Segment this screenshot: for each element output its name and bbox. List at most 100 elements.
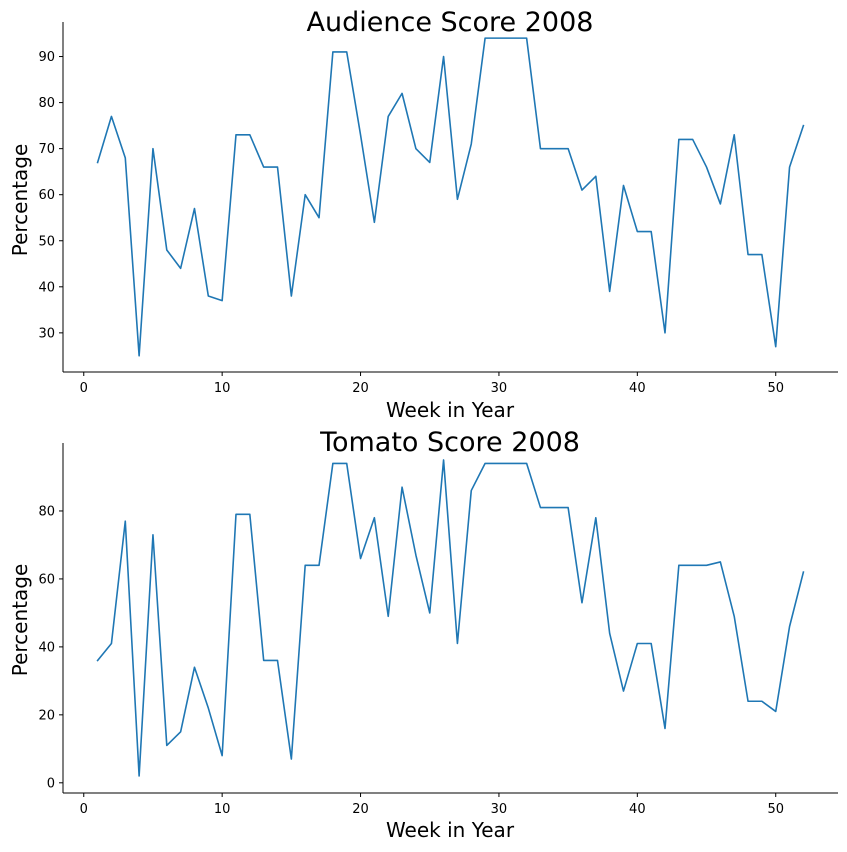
x-tick-label: 0 bbox=[80, 802, 88, 817]
data-point bbox=[138, 775, 140, 777]
x-tick-label: 20 bbox=[352, 802, 369, 817]
data-point bbox=[124, 520, 126, 522]
data-point bbox=[692, 139, 694, 141]
y-tick-label: 40 bbox=[38, 640, 55, 655]
data-point bbox=[429, 612, 431, 614]
data-point bbox=[706, 565, 708, 567]
data-point bbox=[152, 148, 154, 150]
y-tick-label: 50 bbox=[38, 234, 55, 249]
data-point bbox=[166, 745, 168, 747]
data-point bbox=[235, 514, 237, 516]
data-point bbox=[526, 463, 528, 465]
x-tick-label: 30 bbox=[491, 802, 508, 817]
data-point bbox=[429, 162, 431, 164]
data-point bbox=[540, 507, 542, 509]
y-tick-label: 90 bbox=[38, 50, 55, 65]
data-point bbox=[803, 125, 805, 127]
x-tick-label: 10 bbox=[214, 802, 231, 817]
data-point bbox=[97, 162, 99, 164]
data-point bbox=[761, 700, 763, 702]
data-point bbox=[567, 148, 569, 150]
y-axis-label: Percentage bbox=[8, 564, 32, 677]
data-point bbox=[637, 231, 639, 233]
data-point bbox=[512, 37, 514, 39]
data-point bbox=[124, 157, 126, 159]
x-tick-label: 20 bbox=[352, 381, 369, 396]
data-point bbox=[457, 643, 459, 645]
data-point bbox=[498, 463, 500, 465]
data-point bbox=[775, 711, 777, 713]
x-tick-label: 0 bbox=[80, 381, 88, 396]
data-point bbox=[443, 459, 445, 461]
data-point bbox=[166, 249, 168, 251]
data-point bbox=[581, 602, 583, 604]
x-tick-label: 50 bbox=[767, 802, 784, 817]
series-line bbox=[96, 37, 805, 357]
data-point bbox=[208, 707, 210, 709]
data-point bbox=[526, 37, 528, 39]
data-point bbox=[692, 565, 694, 567]
x-axis-label: Week in Year bbox=[386, 818, 515, 842]
data-point bbox=[249, 134, 251, 136]
data-point bbox=[97, 660, 99, 662]
data-point bbox=[664, 728, 666, 730]
chart-title: Tomato Score 2008 bbox=[319, 427, 580, 458]
data-point bbox=[415, 148, 417, 150]
data-point bbox=[609, 632, 611, 634]
data-point bbox=[194, 208, 196, 210]
x-tick-label: 10 bbox=[214, 381, 231, 396]
data-point bbox=[678, 139, 680, 141]
data-point bbox=[553, 507, 555, 509]
data-point bbox=[291, 758, 293, 760]
data-point bbox=[623, 185, 625, 187]
data-point bbox=[346, 51, 348, 53]
data-point bbox=[553, 148, 555, 150]
data-point bbox=[304, 194, 306, 196]
data-point bbox=[360, 558, 362, 560]
data-point bbox=[401, 486, 403, 488]
data-point bbox=[346, 463, 348, 465]
data-point bbox=[720, 561, 722, 563]
data-point bbox=[581, 189, 583, 191]
data-point bbox=[470, 490, 472, 492]
data-point bbox=[706, 166, 708, 168]
data-point bbox=[789, 166, 791, 168]
data-point bbox=[637, 643, 639, 645]
data-point bbox=[208, 295, 210, 297]
y-tick-label: 30 bbox=[38, 326, 55, 341]
data-point bbox=[263, 660, 265, 662]
data-point bbox=[470, 143, 472, 145]
data-point bbox=[180, 268, 182, 270]
data-point bbox=[567, 507, 569, 509]
data-point bbox=[138, 355, 140, 357]
data-point bbox=[415, 554, 417, 556]
data-point bbox=[775, 346, 777, 348]
data-point bbox=[221, 300, 223, 302]
data-point bbox=[111, 643, 113, 645]
x-tick-label: 40 bbox=[629, 381, 646, 396]
data-point bbox=[291, 295, 293, 297]
data-point bbox=[374, 517, 376, 519]
data-point bbox=[512, 463, 514, 465]
data-point bbox=[498, 37, 500, 39]
data-point bbox=[332, 51, 334, 53]
data-point bbox=[263, 166, 265, 168]
data-point bbox=[318, 565, 320, 567]
audience-score-chart: Audience Score 2008 Week in Year Percent… bbox=[8, 7, 838, 422]
data-point bbox=[733, 134, 735, 136]
data-point bbox=[332, 463, 334, 465]
y-tick-label: 70 bbox=[38, 142, 55, 157]
y-tick-label: 60 bbox=[38, 188, 55, 203]
data-point bbox=[318, 217, 320, 219]
data-point bbox=[540, 148, 542, 150]
series-line bbox=[96, 459, 805, 777]
data-point bbox=[277, 660, 279, 662]
data-point bbox=[720, 203, 722, 205]
data-point bbox=[277, 166, 279, 168]
data-point bbox=[803, 571, 805, 573]
data-point bbox=[374, 222, 376, 224]
x-tick-label: 50 bbox=[767, 381, 784, 396]
data-point bbox=[609, 291, 611, 293]
